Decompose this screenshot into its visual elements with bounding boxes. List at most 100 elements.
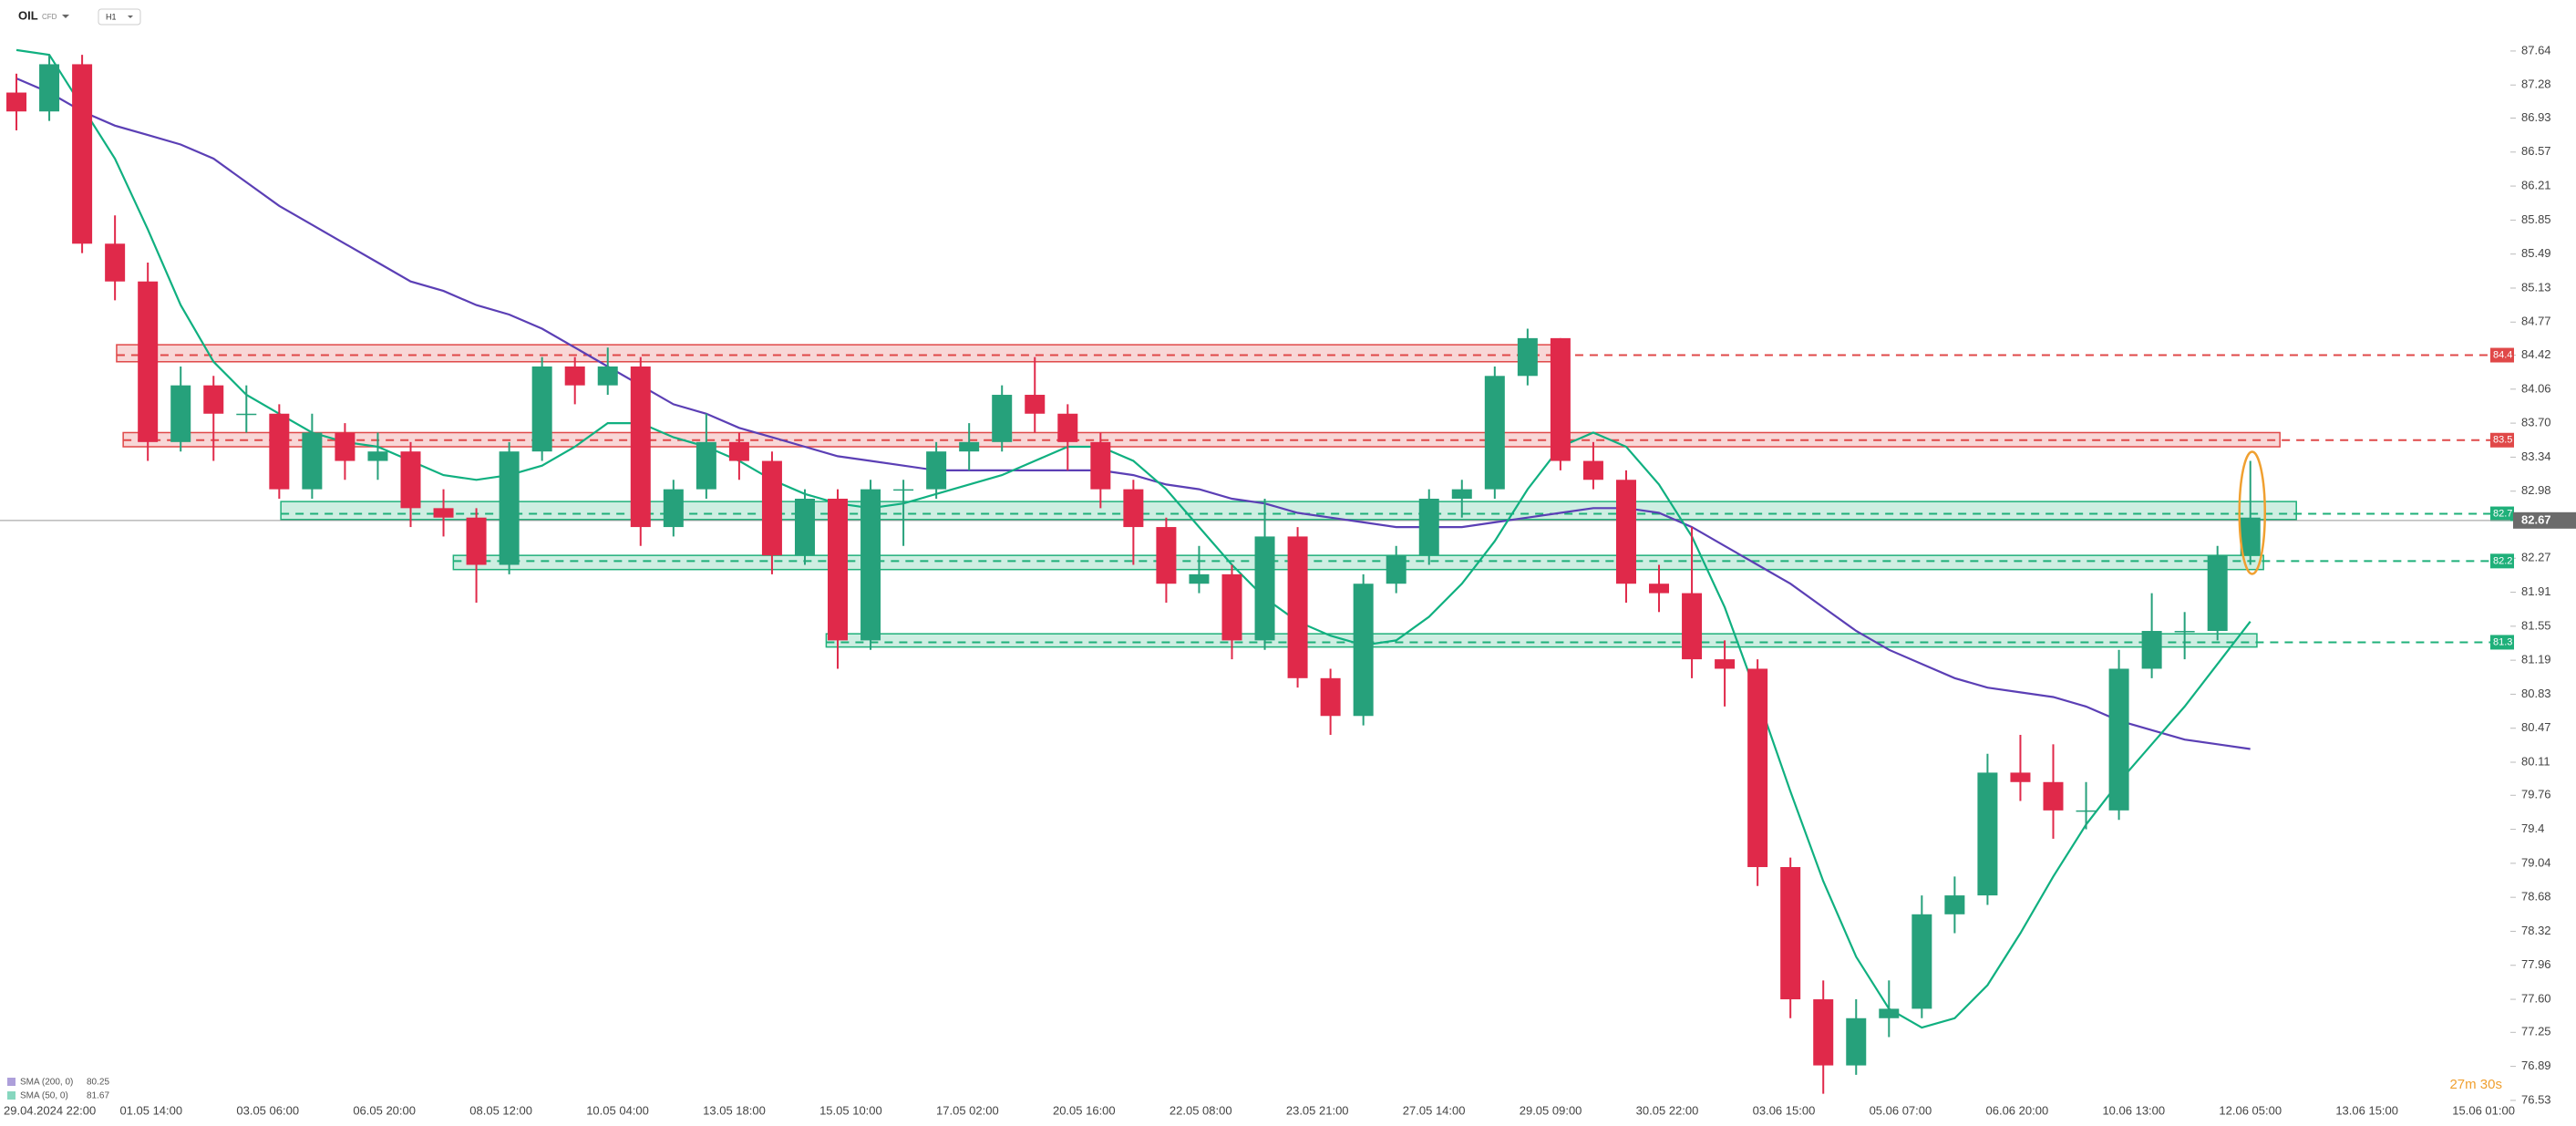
candle-body — [2141, 631, 2162, 669]
candle-body — [597, 366, 618, 386]
candle-body — [696, 441, 716, 490]
y-tick-label: 85.49 — [2521, 246, 2551, 260]
candle-body — [1977, 772, 1998, 896]
candle-body — [1582, 460, 1603, 480]
x-tick-label: 13.06 15:00 — [2335, 1103, 2398, 1117]
x-tick-label: 06.06 20:00 — [1986, 1103, 2049, 1117]
x-tick-label: 22.05 08:00 — [1170, 1103, 1232, 1117]
candle-body — [466, 517, 487, 565]
x-tick-label: 03.05 06:00 — [236, 1103, 299, 1117]
candle-body — [2010, 772, 2031, 782]
candle-body — [138, 281, 159, 442]
candle-body — [72, 64, 93, 244]
candle-body — [1846, 1018, 1867, 1066]
x-tick-label: 10.06 13:00 — [2102, 1103, 2165, 1117]
x-tick-label: 29.05 09:00 — [1520, 1103, 1582, 1117]
legend-name: SMA (200, 0) — [20, 1078, 73, 1088]
y-tick-label: 87.64 — [2521, 43, 2551, 57]
y-tick-label: 80.83 — [2521, 687, 2551, 700]
x-tick-label: 20.05 16:00 — [1053, 1103, 1116, 1117]
candle-body — [992, 395, 1013, 442]
legend-swatch — [7, 1091, 15, 1100]
candle-body — [1057, 413, 1078, 442]
candle-body — [1517, 337, 1538, 377]
y-tick-label: 85.13 — [2521, 280, 2551, 294]
candle-body — [1090, 441, 1111, 490]
candle-body — [761, 460, 782, 556]
y-tick-label: 86.21 — [2521, 179, 2551, 192]
y-tick-label: 77.60 — [2521, 991, 2551, 1005]
candle-body — [1550, 337, 1571, 461]
candle-body — [499, 451, 520, 565]
candle-body — [433, 508, 454, 518]
candle-body — [1484, 376, 1505, 490]
level-tag — [2490, 506, 2514, 522]
candle-body — [1911, 914, 1932, 1009]
interval-button[interactable] — [98, 8, 141, 26]
candle-body — [6, 92, 27, 112]
header: OIL CFD H1 — [18, 8, 141, 26]
candle-body — [1649, 584, 1670, 594]
level-label: 82.7 — [2493, 508, 2512, 519]
candle-body — [1353, 584, 1374, 717]
sma-line — [15, 48, 2251, 1029]
y-tick-label: 80.11 — [2521, 754, 2550, 768]
x-tick-label: 27.05 14:00 — [1403, 1103, 1466, 1117]
y-tick-label: 81.55 — [2521, 618, 2551, 632]
legend-swatch — [7, 1078, 15, 1086]
y-tick-label: 76.89 — [2521, 1059, 2551, 1072]
symbol[interactable]: OIL — [18, 8, 38, 22]
candle-body — [203, 385, 224, 414]
y-tick-label: 79.4 — [2521, 821, 2544, 835]
x-tick-label: 13.05 18:00 — [703, 1103, 766, 1117]
instrument-kind: CFD — [42, 13, 57, 21]
level-tag — [2490, 347, 2514, 363]
candle-body — [893, 489, 914, 491]
candle-body — [860, 489, 881, 641]
candle-body — [1386, 555, 1406, 584]
y-tick-label: 85.85 — [2521, 212, 2551, 226]
candle-body — [1944, 895, 1965, 914]
y-tick-label: 87.28 — [2521, 77, 2551, 91]
x-tick-label: 10.05 04:00 — [586, 1103, 649, 1117]
candle-body — [335, 432, 355, 461]
x-tick-label: 08.05 12:00 — [469, 1103, 532, 1117]
y-tick-label: 86.93 — [2521, 110, 2551, 124]
level-label: 81.3 — [2493, 636, 2512, 647]
y-tick-label: 83.34 — [2521, 449, 2551, 463]
y-tick-label: 84.42 — [2521, 347, 2551, 361]
interval-caret — [128, 15, 133, 18]
candle-body — [367, 451, 388, 461]
candle-body — [302, 432, 323, 490]
y-tick-label: 81.19 — [2521, 653, 2551, 666]
level-tag — [2490, 553, 2514, 569]
candle-body — [2207, 555, 2228, 632]
y-tick-label: 82.27 — [2521, 551, 2551, 564]
countdown: 27m 30s — [2449, 1077, 2502, 1092]
candle-body — [1189, 573, 1210, 584]
candle-body — [1747, 668, 1768, 868]
candle-body — [1123, 489, 1144, 528]
x-tick-label: 30.05 22:00 — [1636, 1103, 1699, 1117]
candle-body — [1418, 498, 1439, 556]
y-tick-label: 80.47 — [2521, 720, 2551, 734]
candle-body — [1156, 527, 1177, 584]
candle-body — [1287, 536, 1308, 678]
candle-body — [564, 366, 585, 386]
level-label: 82.2 — [2493, 555, 2512, 566]
sma-line — [15, 77, 2251, 750]
y-tick-label: 82.98 — [2521, 483, 2551, 497]
candle-body — [1780, 867, 1801, 1000]
candle-body — [926, 451, 947, 490]
candle-body — [2043, 781, 2064, 811]
level-label: 84.4 — [2493, 349, 2512, 360]
x-tick-label: 12.06 05:00 — [2219, 1103, 2282, 1117]
candle-body — [630, 366, 651, 528]
candle-body — [170, 385, 191, 442]
candle-body — [1615, 480, 1636, 584]
y-tick-label: 84.77 — [2521, 315, 2551, 328]
candle-body — [1254, 536, 1275, 641]
symbol-dropdown[interactable] — [62, 15, 69, 18]
